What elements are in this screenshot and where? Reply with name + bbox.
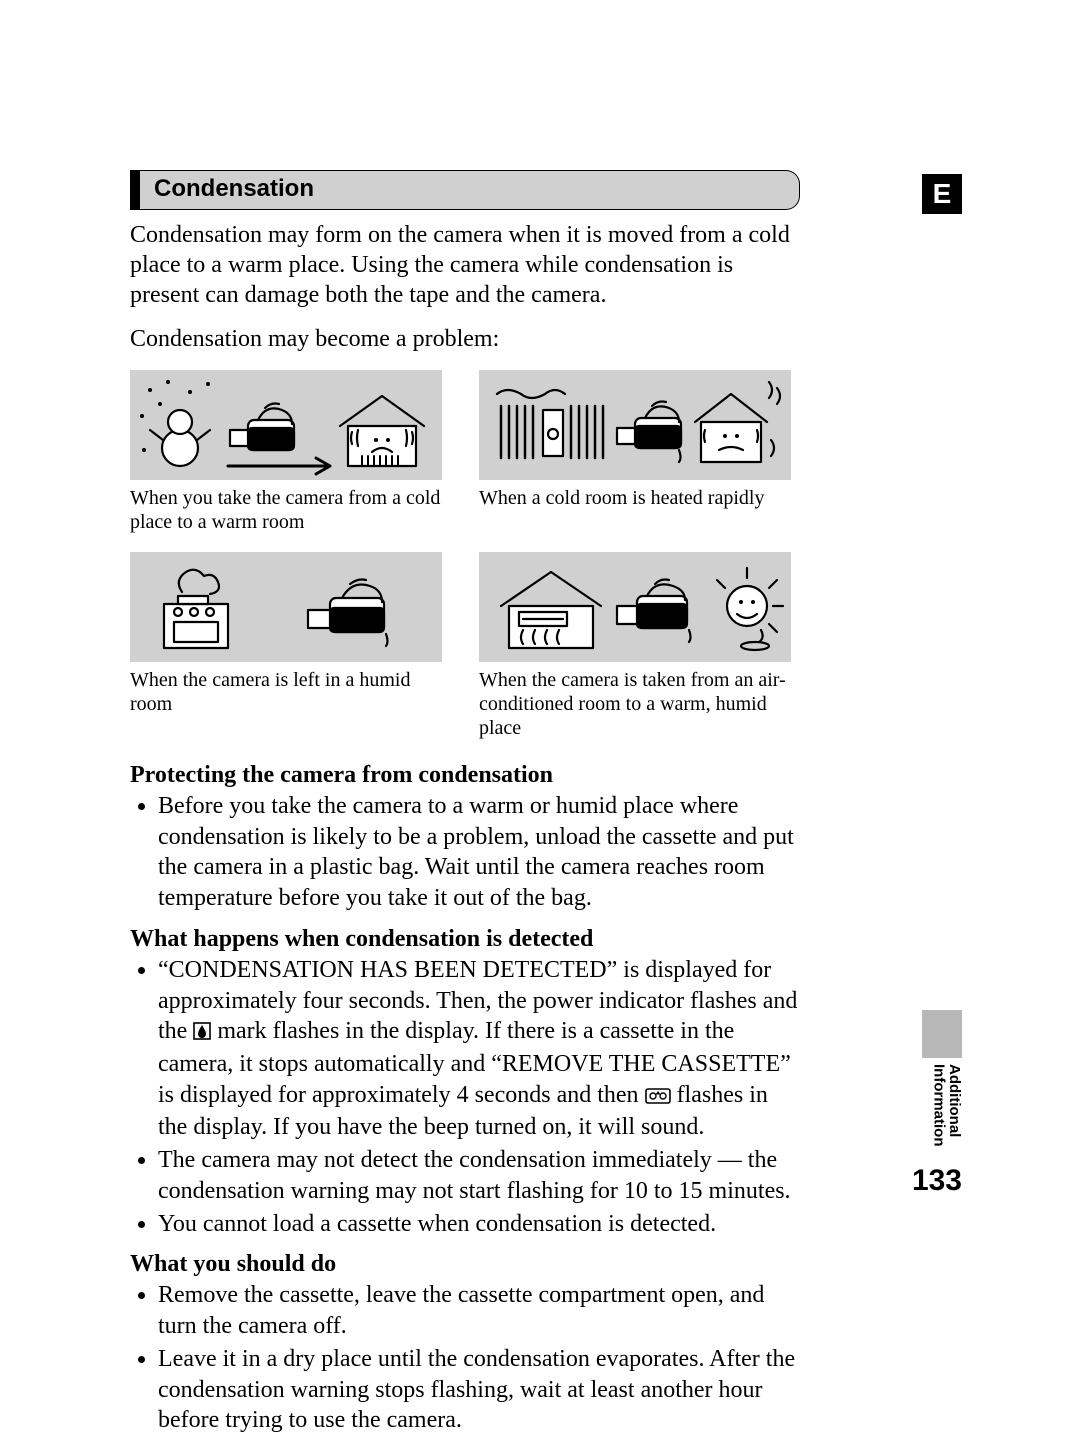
section-tab-label: Additional Information bbox=[922, 1058, 962, 1147]
list-item: Remove the cassette, leave the cassette … bbox=[158, 1280, 800, 1341]
bullet-list: Remove the cassette, leave the cassette … bbox=[130, 1280, 800, 1436]
language-badge: E bbox=[922, 174, 962, 214]
page-content: Condensation Condensation may form on th… bbox=[130, 170, 800, 1448]
figure-cell: When the camera is left in a humid room bbox=[130, 552, 451, 740]
figure-illustration bbox=[130, 370, 442, 480]
figure-illustration bbox=[479, 370, 791, 480]
bullet-list: “CONDENSATION HAS BEEN DETECTED” is disp… bbox=[130, 955, 800, 1239]
heater-house-icon bbox=[479, 370, 791, 480]
figure-grid: When you take the camera from a cold pla… bbox=[130, 370, 800, 740]
manual-page: E Additional Information 133 Condensatio… bbox=[0, 0, 1080, 1443]
subheading-todo: What you should do bbox=[130, 1251, 800, 1278]
snowman-to-house-icon bbox=[130, 370, 442, 480]
subheading-protecting: Protecting the camera from condensation bbox=[130, 762, 800, 789]
list-item: Before you take the camera to a warm or … bbox=[158, 791, 800, 914]
list-item: “CONDENSATION HAS BEEN DETECTED” is disp… bbox=[158, 955, 800, 1143]
figure-caption: When you take the camera from a cold pla… bbox=[130, 486, 442, 534]
subheading-detected: What happens when condensation is detect… bbox=[130, 926, 800, 953]
section-tab-line2: Information bbox=[930, 1064, 947, 1147]
figure-caption: When a cold room is heated rapidly bbox=[479, 486, 791, 510]
section-color-tab bbox=[922, 1010, 962, 1058]
list-item: The camera may not detect the condensati… bbox=[158, 1145, 800, 1206]
figure-illustration bbox=[130, 552, 442, 662]
intro-paragraph: Condensation may form on the camera when… bbox=[130, 220, 800, 310]
figure-caption: When the camera is left in a humid room bbox=[130, 668, 442, 716]
bullet-list: Before you take the camera to a warm or … bbox=[130, 791, 800, 914]
page-number: 133 bbox=[912, 1164, 962, 1198]
lead-paragraph: Condensation may become a problem: bbox=[130, 324, 800, 354]
figure-cell: When a cold room is heated rapidly bbox=[479, 370, 800, 534]
section-header-bar bbox=[130, 170, 140, 210]
section-tab-line1: Additional bbox=[946, 1064, 963, 1137]
cassette-eject-icon bbox=[645, 1082, 671, 1113]
stove-steam-icon bbox=[130, 552, 442, 662]
ac-to-sun-icon bbox=[479, 552, 791, 662]
figure-cell: When the camera is taken from an air-con… bbox=[479, 552, 800, 740]
figure-illustration bbox=[479, 552, 791, 662]
figure-caption: When the camera is taken from an air-con… bbox=[479, 668, 791, 740]
list-item: You cannot load a cassette when condensa… bbox=[158, 1209, 800, 1240]
section-header: Condensation bbox=[130, 170, 800, 210]
figure-cell: When you take the camera from a cold pla… bbox=[130, 370, 451, 534]
section-title: Condensation bbox=[140, 170, 800, 210]
language-badge-letter: E bbox=[933, 178, 952, 210]
list-item: Leave it in a dry place until the conden… bbox=[158, 1344, 800, 1436]
condensation-drop-icon bbox=[193, 1018, 211, 1049]
